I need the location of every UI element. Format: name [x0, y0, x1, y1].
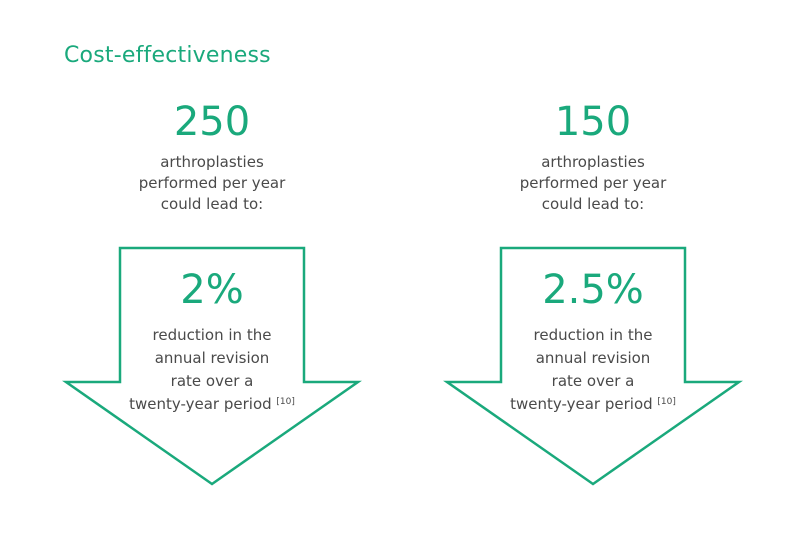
desc-line: reduction in the [533, 326, 653, 344]
desc-line-last: twenty-year period [10] [443, 393, 743, 416]
desc-line: twenty-year period [129, 395, 272, 413]
down-arrow-icon [443, 246, 743, 486]
intro-line: could lead to: [160, 195, 264, 213]
reduction-description: reduction in the annual revision rate ov… [443, 324, 743, 416]
intro-line: could lead to: [541, 195, 645, 213]
reduction-percent: 2.5% [542, 267, 644, 313]
desc-line: rate over a [170, 372, 254, 390]
desc-line-last: twenty-year period [10] [62, 393, 362, 416]
reference-marker: [10] [657, 397, 676, 407]
reference-marker: [10] [276, 397, 295, 407]
intro-text: arthroplasties performed per year could … [62, 152, 362, 215]
desc-line: rate over a [551, 372, 635, 390]
desc-line: twenty-year period [510, 395, 653, 413]
reduction-description: reduction in the annual revision rate ov… [62, 324, 362, 416]
intro-line: performed per year [519, 174, 667, 192]
desc-line: annual revision [535, 349, 651, 367]
intro-text: arthroplasties performed per year could … [443, 152, 743, 215]
desc-line: reduction in the [152, 326, 272, 344]
intro-line: arthroplasties [541, 153, 645, 171]
page-title: Cost-effectiveness [64, 43, 271, 68]
reduction-percent: 2% [180, 267, 244, 313]
intro-line: performed per year [138, 174, 286, 192]
arthroplasty-count: 150 [554, 99, 632, 145]
down-arrow-icon [62, 246, 362, 486]
arthroplasty-count: 250 [173, 99, 251, 145]
intro-line: arthroplasties [160, 153, 264, 171]
desc-line: annual revision [154, 349, 270, 367]
